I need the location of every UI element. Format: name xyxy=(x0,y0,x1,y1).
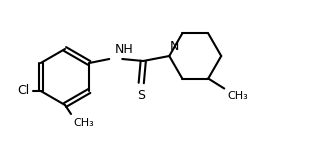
Text: Cl: Cl xyxy=(17,85,30,97)
Text: CH₃: CH₃ xyxy=(227,91,248,100)
Text: CH₃: CH₃ xyxy=(73,118,94,128)
Text: N: N xyxy=(170,40,180,53)
Text: NH: NH xyxy=(115,43,134,56)
Text: S: S xyxy=(137,89,145,102)
